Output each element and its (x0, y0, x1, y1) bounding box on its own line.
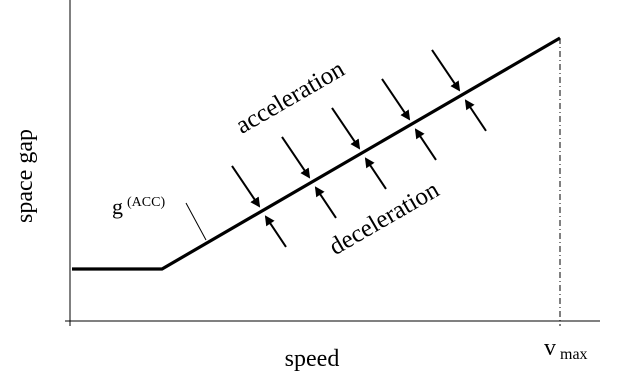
deceleration-arrow (264, 215, 287, 248)
acceleration-label: acceleration (231, 55, 349, 139)
deceleration-arrow (414, 128, 437, 161)
gap-curve (72, 36, 561, 271)
acceleration-arrow (431, 49, 461, 92)
acceleration-arrow (281, 136, 311, 179)
acceleration-arrow (331, 107, 361, 150)
vmax-subscript: max (560, 346, 588, 363)
x-axis-label: speed (285, 346, 340, 372)
deceleration-arrow (364, 157, 387, 190)
curve-label: g (ACC) (112, 194, 165, 219)
deceleration-arrow (314, 186, 337, 219)
vmax-label: v max (544, 335, 588, 363)
acceleration-arrow (231, 165, 261, 208)
y-axis-label: space gap (12, 129, 38, 223)
arrow-pairs (231, 49, 487, 248)
acceleration-arrow (381, 78, 411, 121)
vmax-v: v (544, 335, 556, 361)
deceleration-arrow (464, 99, 487, 132)
curve-label-leader (185, 202, 207, 241)
curve-label-g: g (112, 194, 123, 219)
deceleration-label: deceleration (325, 176, 445, 261)
curve-label-sup: (ACC) (127, 195, 165, 210)
